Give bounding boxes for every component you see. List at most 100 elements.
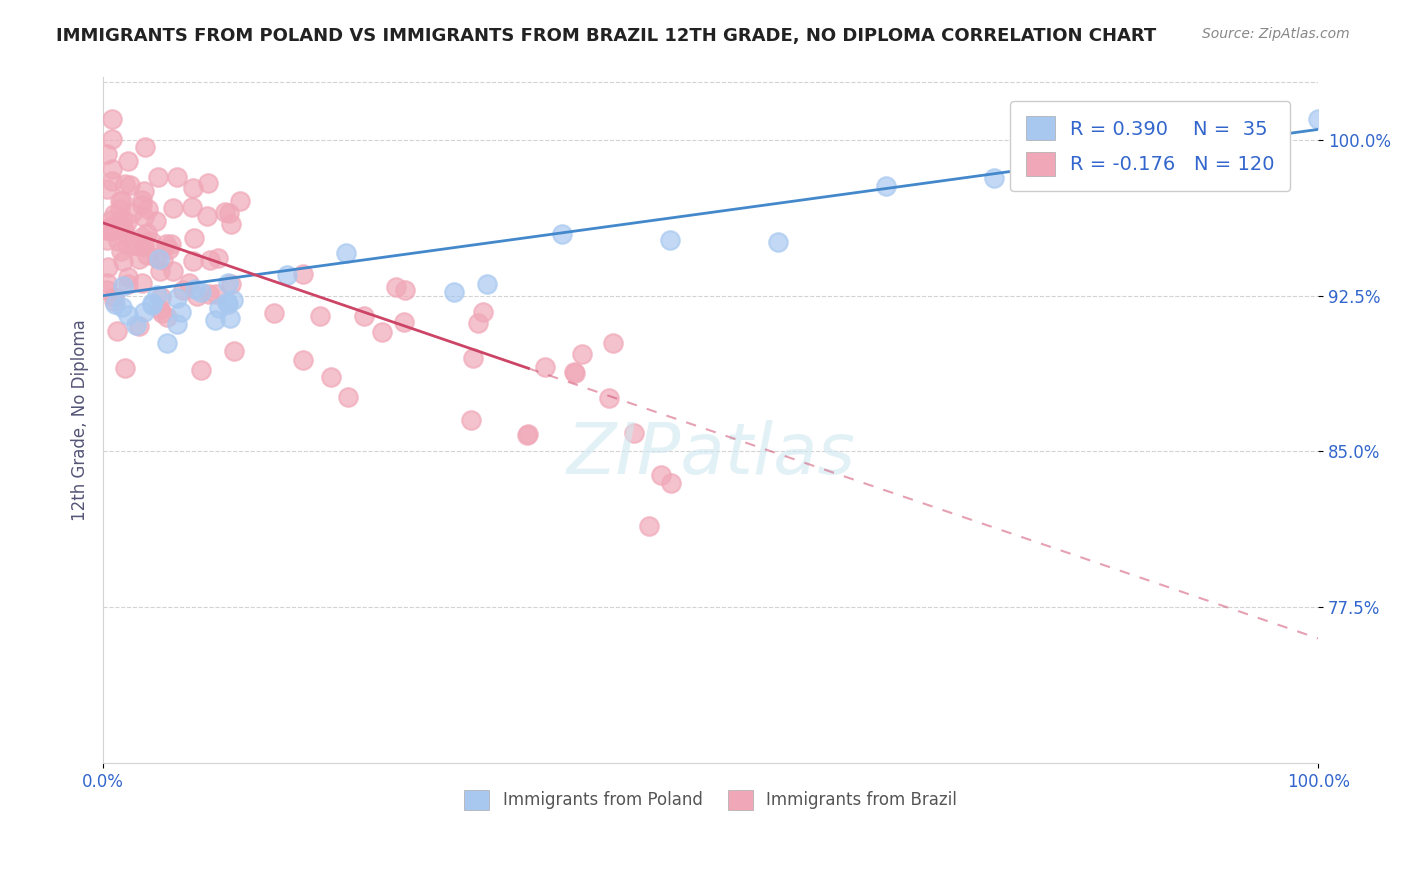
Point xyxy=(443,285,465,299)
Point xyxy=(197,287,219,301)
Point xyxy=(460,413,482,427)
Point xyxy=(160,236,183,251)
Point xyxy=(1091,128,1114,142)
Y-axis label: 12th Grade, No Diploma: 12th Grade, No Diploma xyxy=(72,319,89,521)
Point xyxy=(308,309,330,323)
Point xyxy=(104,297,127,311)
Point xyxy=(224,343,246,358)
Point xyxy=(392,314,415,328)
Point xyxy=(219,311,242,326)
Point xyxy=(170,304,193,318)
Point xyxy=(100,132,122,146)
Point xyxy=(100,174,122,188)
Point xyxy=(145,251,167,265)
Point xyxy=(335,246,357,260)
Point xyxy=(149,264,172,278)
Point xyxy=(875,179,897,194)
Point xyxy=(114,177,136,191)
Point xyxy=(638,519,661,533)
Point xyxy=(385,279,408,293)
Point xyxy=(394,283,416,297)
Point xyxy=(97,220,120,235)
Point xyxy=(115,236,138,251)
Point xyxy=(105,216,128,230)
Point xyxy=(96,284,118,298)
Point xyxy=(121,238,143,252)
Point xyxy=(108,202,131,216)
Point xyxy=(195,209,218,223)
Point xyxy=(337,390,360,404)
Point xyxy=(200,252,222,267)
Point xyxy=(114,361,136,376)
Point xyxy=(152,306,174,320)
Point xyxy=(146,170,169,185)
Point xyxy=(121,205,143,219)
Point xyxy=(215,294,238,309)
Point xyxy=(207,251,229,265)
Point xyxy=(127,238,149,252)
Point xyxy=(1308,112,1330,126)
Point xyxy=(516,427,538,442)
Point xyxy=(136,226,159,240)
Point xyxy=(157,242,180,256)
Point xyxy=(659,475,682,490)
Point xyxy=(219,277,242,292)
Point xyxy=(134,140,156,154)
Point xyxy=(471,304,494,318)
Point xyxy=(564,365,586,379)
Point xyxy=(125,318,148,332)
Point xyxy=(371,325,394,339)
Point xyxy=(181,200,204,214)
Point xyxy=(103,290,125,304)
Point xyxy=(111,301,134,315)
Point xyxy=(141,298,163,312)
Point xyxy=(650,467,672,482)
Point xyxy=(1199,145,1222,160)
Point xyxy=(112,226,135,240)
Point xyxy=(172,283,194,297)
Point xyxy=(111,194,134,209)
Point xyxy=(177,276,200,290)
Point xyxy=(217,276,239,290)
Point xyxy=(166,317,188,331)
Point xyxy=(162,202,184,216)
Point xyxy=(571,347,593,361)
Point xyxy=(100,212,122,227)
Point xyxy=(477,277,499,292)
Point xyxy=(145,214,167,228)
Text: Source: ZipAtlas.com: Source: ZipAtlas.com xyxy=(1202,27,1350,41)
Point xyxy=(96,223,118,237)
Point xyxy=(218,205,240,219)
Point xyxy=(190,285,212,300)
Point xyxy=(197,176,219,190)
Point xyxy=(135,248,157,262)
Point xyxy=(184,282,207,296)
Point xyxy=(96,277,118,291)
Legend: Immigrants from Poland, Immigrants from Brazil: Immigrants from Poland, Immigrants from … xyxy=(451,776,970,823)
Point xyxy=(97,222,120,236)
Point xyxy=(112,253,135,268)
Point xyxy=(110,194,132,208)
Point xyxy=(204,313,226,327)
Point xyxy=(101,161,124,176)
Point xyxy=(128,252,150,266)
Point xyxy=(598,391,620,405)
Point xyxy=(101,112,124,126)
Point xyxy=(291,267,314,281)
Point xyxy=(602,336,624,351)
Point xyxy=(219,217,242,231)
Point xyxy=(156,310,179,324)
Point xyxy=(353,310,375,324)
Point xyxy=(103,293,125,308)
Point xyxy=(108,220,131,235)
Point xyxy=(132,184,155,198)
Point xyxy=(131,229,153,244)
Point xyxy=(131,197,153,211)
Point xyxy=(111,220,134,235)
Point xyxy=(105,324,128,338)
Point xyxy=(205,287,228,301)
Point xyxy=(149,301,172,316)
Point xyxy=(276,268,298,283)
Point xyxy=(117,277,139,292)
Point xyxy=(659,234,682,248)
